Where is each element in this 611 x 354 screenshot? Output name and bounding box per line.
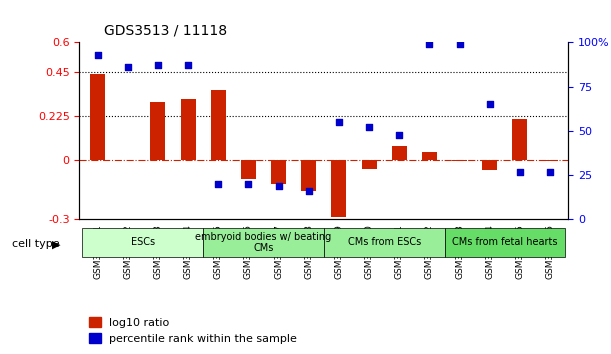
Point [485, 102, 495, 107]
Point [93, 52, 103, 58]
Text: ESCs: ESCs [131, 238, 155, 247]
Point [545, 169, 555, 175]
Bar [211, 90, 226, 160]
Legend: log10 ratio, percentile rank within the sample: log10 ratio, percentile rank within the … [85, 313, 302, 348]
Bar [392, 146, 407, 160]
Point [334, 119, 344, 125]
Point [153, 63, 163, 68]
Point [274, 183, 284, 189]
Bar [482, 160, 497, 170]
Point [183, 63, 193, 68]
Bar [241, 160, 256, 179]
Text: ▶: ▶ [52, 239, 60, 249]
Text: embryoid bodies w/ beating
CMs: embryoid bodies w/ beating CMs [196, 232, 332, 253]
FancyBboxPatch shape [324, 228, 445, 257]
Bar [301, 160, 316, 191]
Text: cell type: cell type [12, 239, 60, 249]
Point [455, 41, 464, 47]
Text: CMs from fetal hearts: CMs from fetal hearts [452, 238, 558, 247]
Point [213, 181, 223, 187]
Point [515, 169, 525, 175]
Bar [422, 152, 437, 160]
Point [123, 64, 133, 70]
Point [394, 132, 404, 137]
Text: GDS3513 / 11118: GDS3513 / 11118 [104, 23, 227, 37]
Bar [180, 98, 196, 160]
Point [244, 181, 254, 187]
Bar [90, 74, 105, 160]
FancyBboxPatch shape [445, 228, 565, 257]
Bar [150, 102, 166, 160]
FancyBboxPatch shape [82, 228, 203, 257]
Bar [543, 160, 558, 161]
Bar [271, 160, 286, 184]
Bar [513, 119, 527, 160]
Bar [331, 160, 346, 217]
Bar [452, 160, 467, 161]
Point [364, 125, 374, 130]
Text: CMs from ESCs: CMs from ESCs [348, 238, 421, 247]
FancyBboxPatch shape [203, 228, 324, 257]
Point [425, 41, 434, 47]
Bar [362, 160, 376, 169]
Point [304, 188, 313, 194]
